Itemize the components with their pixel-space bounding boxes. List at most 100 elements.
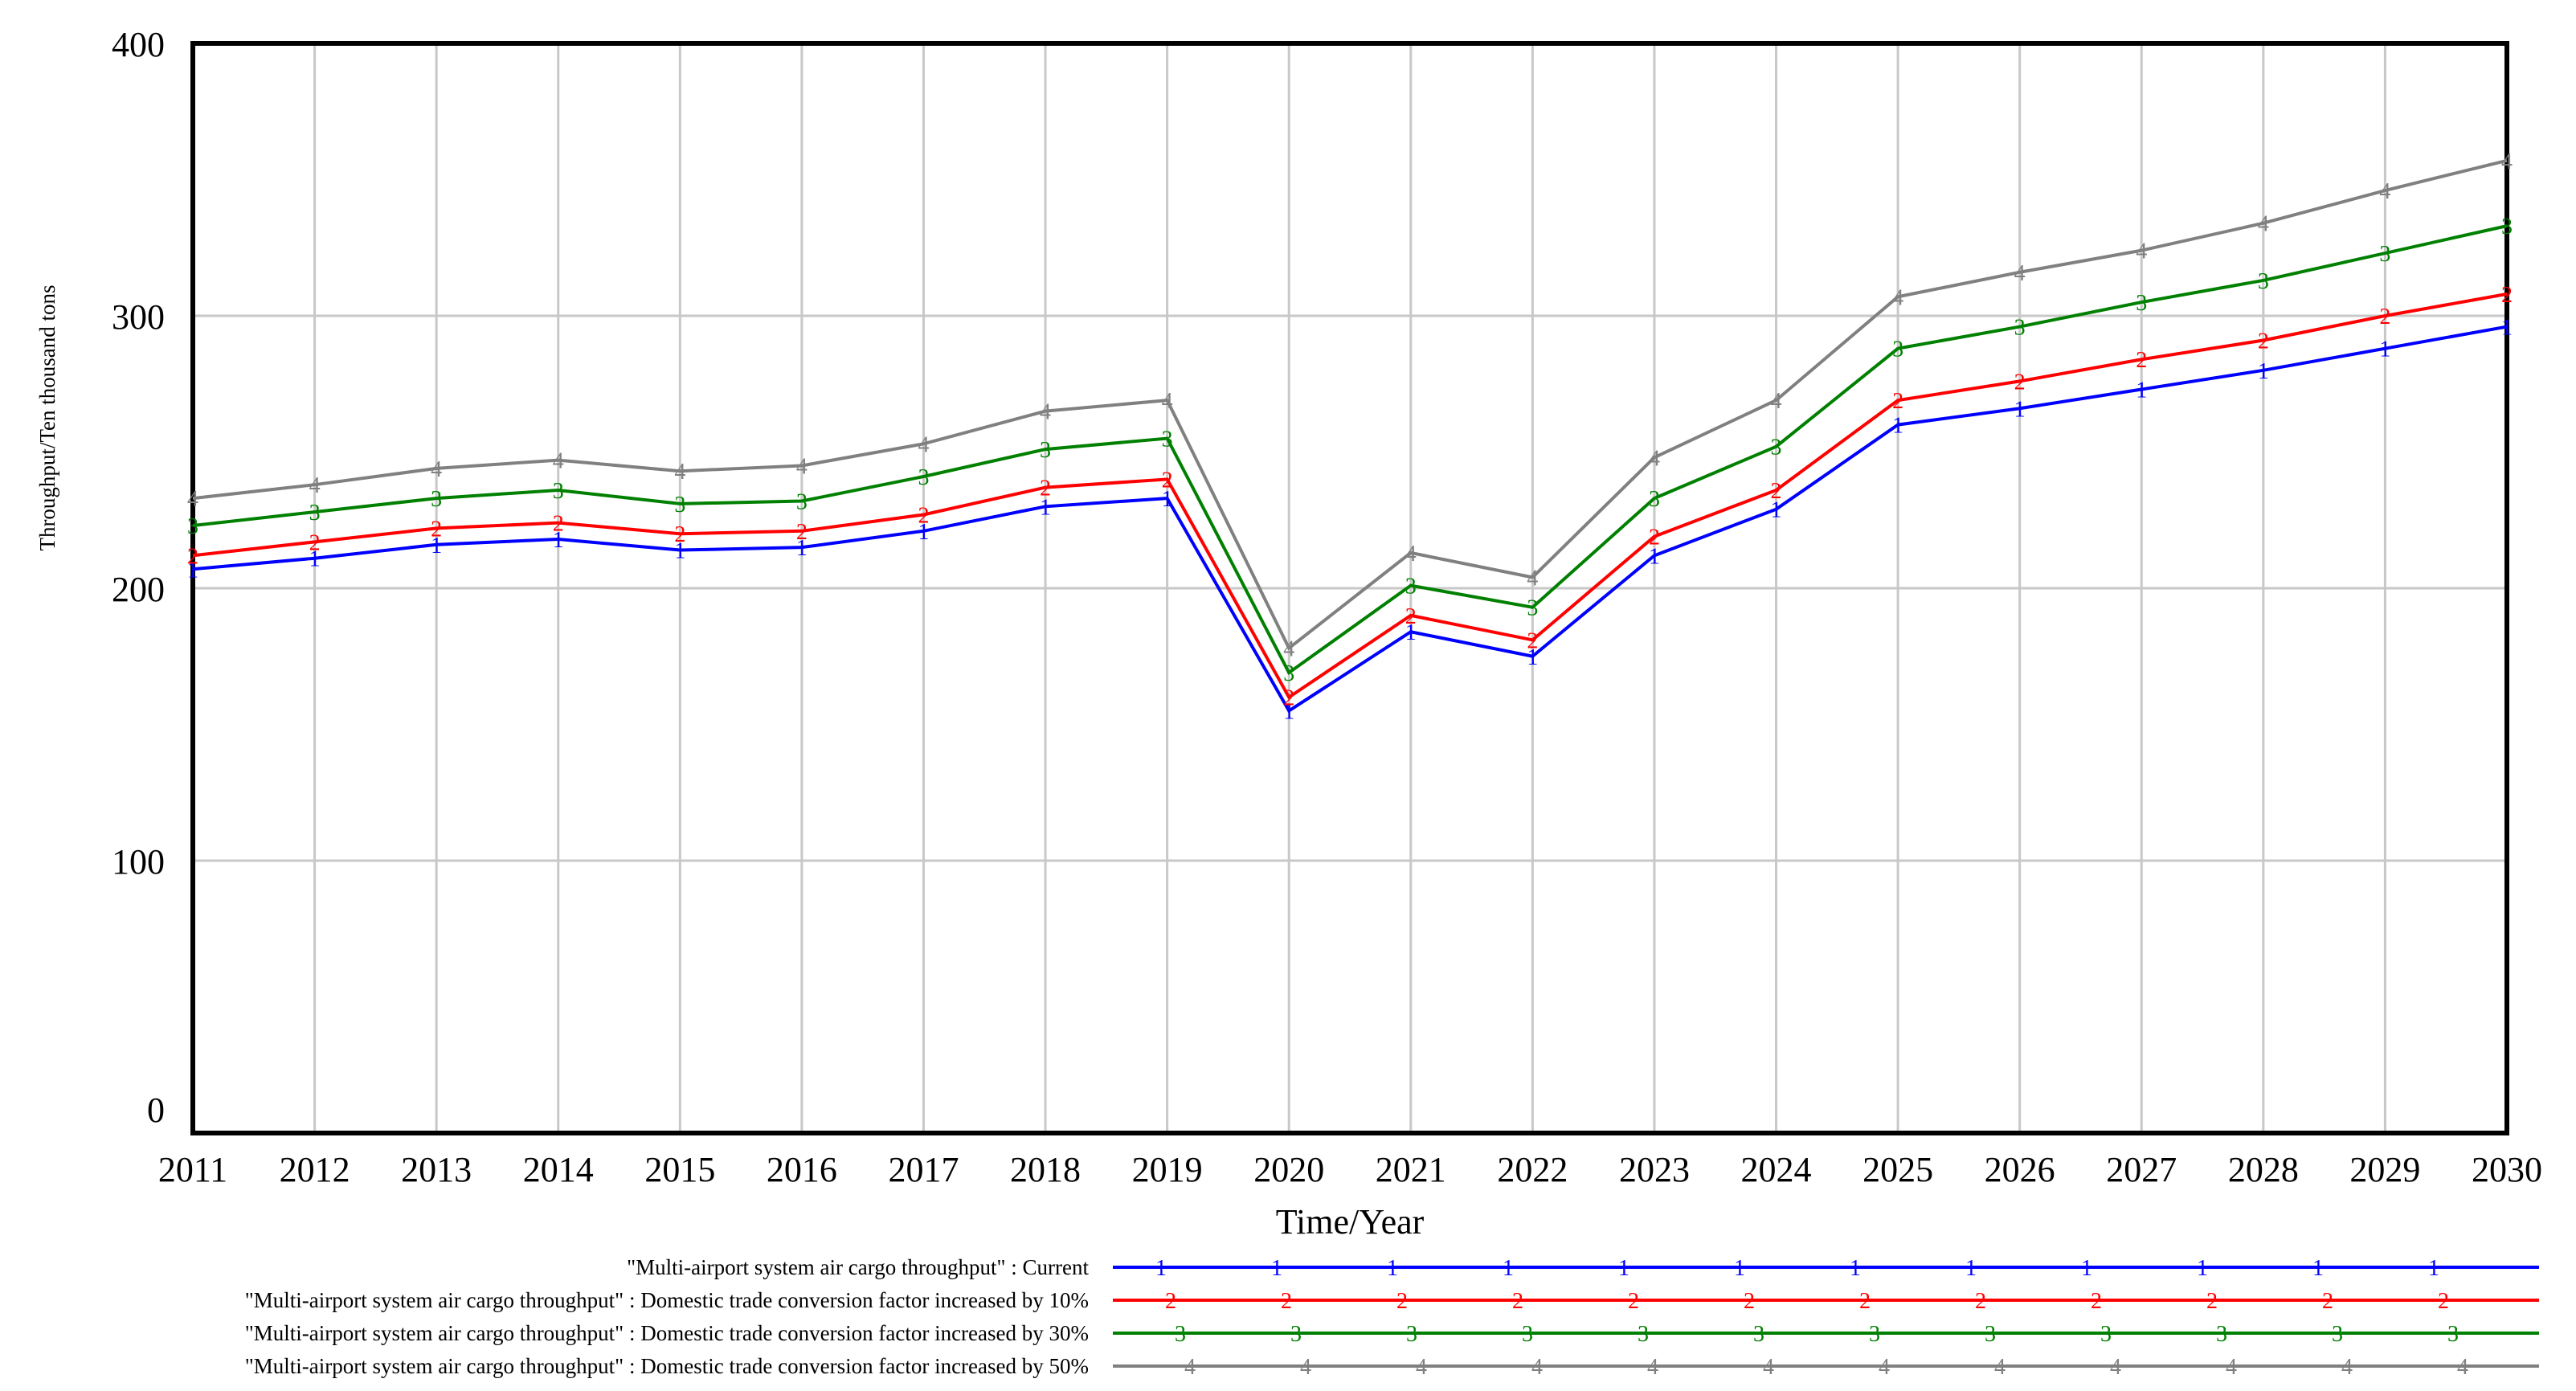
data-point-marker: 1 bbox=[1892, 414, 1903, 439]
data-point-marker: 1 bbox=[2379, 338, 2390, 362]
x-tick-label: 2019 bbox=[1132, 1150, 1203, 1189]
legend-marker: 3 bbox=[2216, 1322, 2227, 1347]
x-tick-label: 2022 bbox=[1497, 1150, 1568, 1189]
data-point-marker: 4 bbox=[1771, 389, 1782, 414]
x-tick-label: 2021 bbox=[1376, 1150, 1446, 1189]
data-point-marker: 1 bbox=[553, 528, 564, 553]
legend-marker: 4 bbox=[2341, 1355, 2353, 1380]
data-point-marker: 3 bbox=[1283, 661, 1294, 686]
legend-marker: 3 bbox=[2332, 1322, 2343, 1347]
legend-marker: 4 bbox=[1879, 1355, 1890, 1380]
x-tick-label: 2018 bbox=[1010, 1150, 1081, 1189]
data-point-marker: 4 bbox=[674, 460, 685, 485]
x-tick-label: 2030 bbox=[2472, 1150, 2542, 1189]
legend-marker: 1 bbox=[2197, 1256, 2208, 1281]
data-point-marker: 3 bbox=[1040, 438, 1051, 463]
data-point-marker: 4 bbox=[431, 457, 442, 482]
data-point-marker: 3 bbox=[553, 479, 564, 504]
series-line bbox=[192, 158, 2508, 651]
legend-marker: 1 bbox=[1965, 1256, 1977, 1281]
data-point-marker: 3 bbox=[187, 514, 198, 539]
data-point-marker: 1 bbox=[2258, 359, 2269, 384]
legend-marker: 2 bbox=[1165, 1289, 1176, 1314]
data-point-marker: 4 bbox=[2379, 179, 2390, 204]
data-point-marker: 4 bbox=[553, 449, 564, 474]
legend-marker: 2 bbox=[1281, 1289, 1292, 1314]
legend-marker: 3 bbox=[1175, 1322, 1186, 1347]
data-point-marker: 1 bbox=[2501, 316, 2513, 341]
data-point-marker: 2 bbox=[2501, 283, 2513, 308]
legend-label: "Multi-airport system air cargo throughp… bbox=[627, 1255, 1089, 1279]
data-point-marker: 4 bbox=[2501, 149, 2513, 174]
legend-marker: 4 bbox=[1647, 1355, 1658, 1380]
data-point-marker: 2 bbox=[309, 530, 321, 555]
data-point-marker: 4 bbox=[1283, 637, 1294, 662]
data-point-marker: 1 bbox=[309, 547, 321, 572]
series-1: 1 1 1 1 1 1 1 1 1 1 1 1 1 1 1 1 1 1 1 1 bbox=[187, 316, 2513, 725]
series-line bbox=[192, 224, 2508, 676]
x-tick-label: 2020 bbox=[1253, 1150, 1324, 1189]
data-point-marker: 3 bbox=[918, 465, 929, 490]
legend-marker: 4 bbox=[1994, 1355, 2006, 1380]
data-point-marker: 1 bbox=[2014, 397, 2026, 422]
legend-marker: 1 bbox=[2081, 1256, 2092, 1281]
legend-marker: 2 bbox=[1975, 1289, 1986, 1314]
data-point-marker: 2 bbox=[1162, 468, 1173, 493]
legend-marker: 2 bbox=[2091, 1289, 2102, 1314]
legend-marker: 2 bbox=[2322, 1289, 2333, 1314]
data-point-marker: 1 bbox=[187, 558, 198, 583]
data-point-marker: 2 bbox=[1771, 479, 1782, 504]
x-tick-label: 2013 bbox=[401, 1150, 472, 1189]
data-point-marker: 4 bbox=[1527, 566, 1538, 591]
data-point-marker: 3 bbox=[1892, 338, 1903, 362]
y-tick-label: 100 bbox=[112, 842, 165, 882]
y-tick-label: 400 bbox=[112, 25, 165, 64]
data-point-marker: 4 bbox=[1892, 285, 1903, 310]
data-point-marker: 3 bbox=[1527, 596, 1538, 621]
data-point-marker: 4 bbox=[1040, 400, 1051, 425]
data-point-marker: 1 bbox=[431, 534, 442, 558]
data-point-marker: 2 bbox=[796, 520, 808, 545]
x-tick-label: 2025 bbox=[1862, 1150, 1933, 1189]
data-point-marker: 1 bbox=[796, 536, 808, 561]
y-axis-title: Throughput/Ten thousand tons bbox=[35, 284, 59, 550]
x-tick-label: 2015 bbox=[644, 1150, 715, 1189]
legend-item: "Multi-airport system air cargo throughp… bbox=[245, 1354, 2539, 1380]
data-point-marker: 4 bbox=[2258, 212, 2269, 237]
legend-marker: 1 bbox=[1155, 1256, 1167, 1281]
data-point-marker: 3 bbox=[2258, 269, 2269, 294]
legend-marker: 4 bbox=[1184, 1355, 1196, 1380]
legend-label: "Multi-airport system air cargo throughp… bbox=[245, 1354, 1089, 1378]
data-point-marker: 4 bbox=[309, 473, 321, 498]
legend-marker: 3 bbox=[1406, 1322, 1417, 1347]
data-point-marker: 1 bbox=[674, 539, 685, 564]
data-point-marker: 2 bbox=[1405, 604, 1417, 629]
legend-marker: 1 bbox=[1503, 1256, 1514, 1281]
data-point-marker: 1 bbox=[1405, 620, 1417, 645]
legend-marker: 1 bbox=[1850, 1256, 1861, 1281]
x-tick-label: 2011 bbox=[158, 1150, 227, 1189]
data-point-marker: 1 bbox=[1040, 495, 1051, 520]
legend-marker: 4 bbox=[1531, 1355, 1543, 1380]
data-point-marker: 3 bbox=[431, 487, 442, 512]
series-line bbox=[192, 292, 2508, 700]
legend-marker: 3 bbox=[1869, 1322, 1880, 1347]
data-point-marker: 2 bbox=[187, 544, 198, 569]
data-point-marker: 1 bbox=[1649, 544, 1660, 569]
data-point-marker: 4 bbox=[2014, 261, 2026, 286]
legend-marker: 3 bbox=[2100, 1322, 2112, 1347]
y-axis-ticks: 0 100 200 300 400 bbox=[112, 25, 165, 1130]
legend-marker: 3 bbox=[2447, 1322, 2459, 1347]
legend-marker: 2 bbox=[1512, 1289, 1523, 1314]
legend-marker: 2 bbox=[1744, 1289, 1755, 1314]
legend-item: "Multi-airport system air cargo throughp… bbox=[627, 1255, 2539, 1281]
data-point-marker: 2 bbox=[1040, 477, 1051, 501]
series-3: 3 3 3 3 3 3 3 3 3 3 3 3 3 3 3 3 3 3 3 3 bbox=[187, 215, 2513, 686]
data-point-marker: 2 bbox=[2379, 305, 2390, 329]
legend-marker: 4 bbox=[2226, 1355, 2237, 1380]
data-point-marker: 4 bbox=[187, 487, 198, 512]
data-point-marker: 2 bbox=[1283, 686, 1294, 711]
x-tick-label: 2014 bbox=[523, 1150, 594, 1189]
data-point-marker: 2 bbox=[431, 517, 442, 542]
